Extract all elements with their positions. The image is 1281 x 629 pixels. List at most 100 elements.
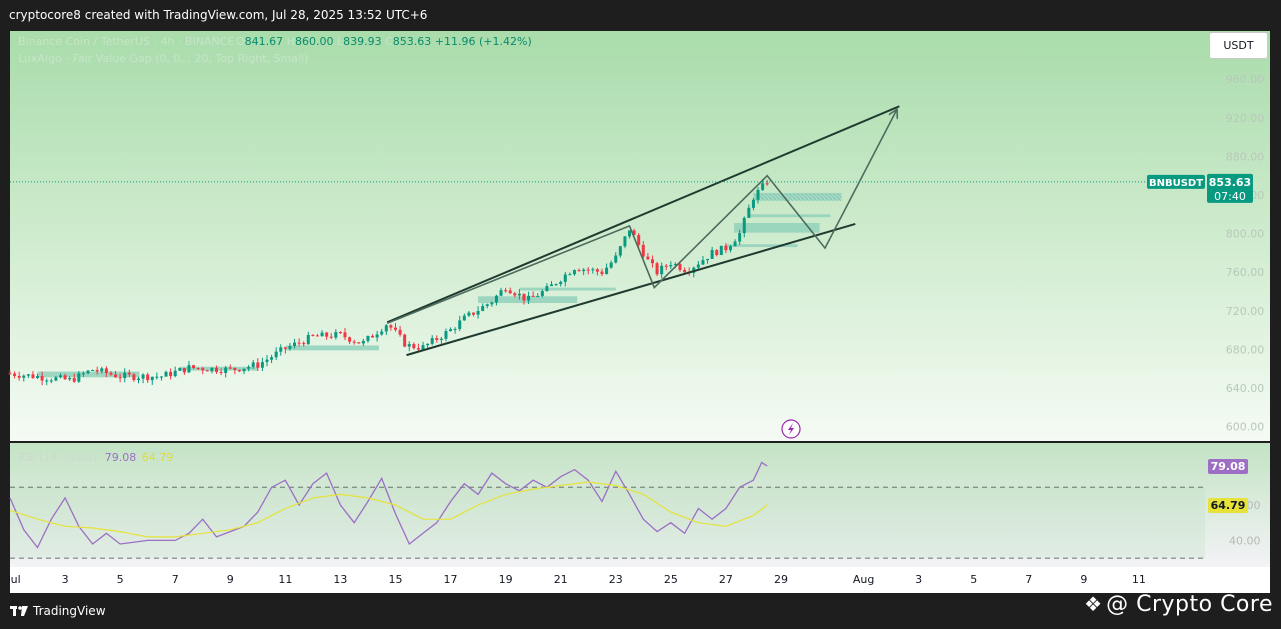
- candle-body: [696, 264, 700, 268]
- time-axis-tick: 15: [388, 573, 402, 586]
- rsi-value: 79.08: [104, 451, 137, 464]
- rsi-legend[interactable]: RSI (14, close) 79.08 64.79: [18, 451, 173, 464]
- candle-body: [765, 183, 769, 185]
- channel-upper-line[interactable]: [386, 105, 900, 324]
- channel-lower-line[interactable]: [406, 222, 856, 357]
- price-axis-tick: 640.00: [1226, 382, 1265, 395]
- candle-body: [458, 320, 462, 329]
- candle-body: [724, 245, 728, 251]
- candle-body: [311, 334, 315, 336]
- symbol-tag-text: BNBUSDT: [1149, 178, 1203, 189]
- candle-body: [623, 236, 627, 247]
- chart-header: Binance Coin / TetherUS · 4h · BINANCE: [18, 35, 234, 48]
- candle-body: [81, 373, 85, 375]
- candle-body: [196, 367, 200, 369]
- candle-body: [159, 376, 163, 378]
- time-axis-tick: 3: [915, 573, 922, 586]
- price-axis-tick: 880.00: [1226, 150, 1265, 163]
- candle-body: [728, 246, 732, 251]
- candle-body: [650, 259, 654, 264]
- time-axis-tick: 23: [609, 573, 623, 586]
- candle-body: [237, 369, 241, 372]
- candle-body: [302, 343, 306, 345]
- projection-zigzag-arrow[interactable]: [386, 110, 896, 325]
- candle-body: [673, 263, 677, 266]
- candle-body: [8, 373, 12, 375]
- candle-body: [637, 235, 641, 245]
- symbol-tag: [1147, 174, 1205, 189]
- footer-bar: TradingView ❖ @ Crypto Core: [0, 592, 1281, 629]
- candle-body: [664, 265, 668, 267]
- candle-body: [751, 199, 755, 208]
- candle-body: [669, 265, 673, 267]
- candle-body: [201, 368, 205, 371]
- candle-body: [215, 367, 219, 372]
- candle-body: [109, 373, 113, 375]
- candle-body: [559, 281, 563, 285]
- candle-body: [591, 269, 595, 271]
- candle-body: [297, 342, 301, 344]
- candle-body: [338, 332, 342, 334]
- fair-value-gap-box: [725, 244, 798, 248]
- time-axis-tick: 11: [278, 573, 292, 586]
- price-axis-tick: 680.00: [1226, 343, 1265, 356]
- candle-body: [49, 380, 53, 382]
- candle-body: [31, 374, 35, 379]
- tradingview-logo[interactable]: TradingView: [10, 604, 106, 618]
- time-axis-tick: 5: [970, 573, 977, 586]
- rsi-ma-line: [9, 481, 768, 538]
- candle-body: [343, 332, 347, 338]
- fair-value-gap-box: [285, 345, 379, 351]
- candle-body: [270, 357, 274, 360]
- candle-body: [242, 368, 246, 372]
- candle-body: [756, 189, 760, 200]
- candle-body: [389, 325, 393, 328]
- candle-body: [545, 286, 549, 292]
- price-change: +11.96 (+1.42%): [434, 35, 532, 48]
- candle-body: [127, 372, 131, 375]
- candle-body: [114, 374, 118, 378]
- ohlc-low-value: 839.93: [343, 35, 382, 48]
- currency-button[interactable]: USDT: [1209, 32, 1268, 59]
- candle-body: [421, 345, 425, 350]
- candle-body: [632, 230, 636, 236]
- candle-body: [205, 370, 209, 372]
- candle-body: [476, 310, 480, 315]
- candle-body: [178, 368, 182, 371]
- price-axis-tick: 920.00: [1226, 112, 1265, 125]
- candle-body: [614, 255, 618, 263]
- candle-body: [279, 347, 283, 352]
- time-axis-tick: 19: [499, 573, 513, 586]
- flash-icon[interactable]: [781, 419, 801, 439]
- indicator-legend[interactable]: LuxAlgo - Fair Value Gap (0, 0, , 20, To…: [18, 52, 309, 65]
- candle-body: [274, 351, 278, 358]
- price-tag-value: 853.63: [1209, 176, 1251, 189]
- candle-body: [187, 365, 191, 373]
- candle-body: [393, 327, 397, 330]
- candle-body: [361, 340, 365, 344]
- candle-body: [54, 377, 58, 381]
- tradingview-logo-icon: [10, 606, 28, 616]
- candle-body: [63, 375, 67, 380]
- candle-body: [247, 366, 251, 369]
- candle-body: [710, 250, 714, 259]
- candle-body: [334, 332, 338, 338]
- candle-body: [132, 374, 136, 381]
- fair-value-gap-box: [753, 193, 842, 201]
- candle-body: [646, 256, 650, 260]
- candle-body: [224, 367, 228, 373]
- time-axis-tick: 9: [1080, 573, 1087, 586]
- candle-body: [283, 347, 287, 349]
- candle-body: [72, 378, 76, 382]
- candle-body: [600, 271, 604, 275]
- candle-body: [641, 244, 645, 257]
- time-axis-tick: 27: [719, 573, 733, 586]
- ohlc-open-value: 841.67: [244, 35, 284, 48]
- ohlc-close-label: C: [385, 35, 393, 48]
- candle-body: [517, 293, 521, 296]
- time-axis-tick: 3: [62, 573, 69, 586]
- price-axis-tick: 800.00: [1226, 228, 1265, 241]
- symbol-line: Binance Coin / TetherUS · 4h · BINANCE: [18, 35, 235, 48]
- candle-body: [104, 368, 108, 374]
